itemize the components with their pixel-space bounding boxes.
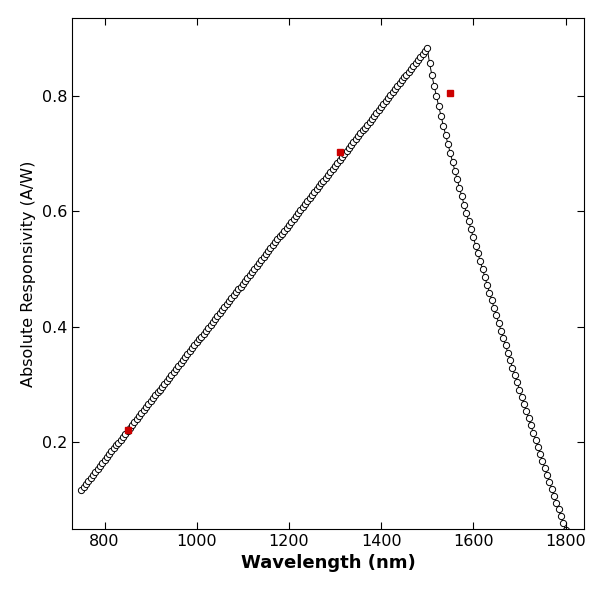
X-axis label: Wavelength (nm): Wavelength (nm) xyxy=(241,554,415,572)
Y-axis label: Absolute Responsivity (A/W): Absolute Responsivity (A/W) xyxy=(21,160,36,386)
